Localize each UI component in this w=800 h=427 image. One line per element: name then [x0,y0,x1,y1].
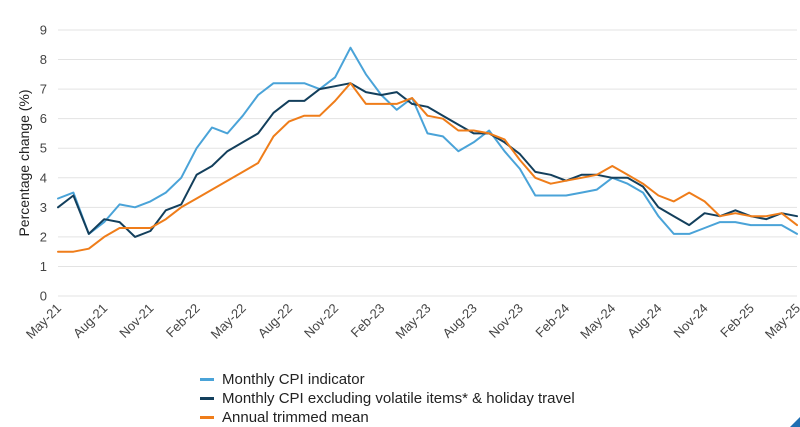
series-line-3 [57,82,798,253]
y-tick-label: 8 [40,52,47,67]
legend-label: Monthly CPI excluding volatile items* & … [222,390,575,407]
legend-label: Annual trimmed mean [222,409,369,426]
y-tick-label: 7 [40,82,47,97]
x-tick-label: Aug-22 [255,301,295,341]
gridlines [58,29,797,297]
corner-marker [790,417,800,427]
y-tick-label: 0 [40,289,47,304]
x-tick-label: Nov-24 [670,301,710,341]
x-tick-label: May-24 [577,301,618,342]
x-tick-label: Feb-22 [163,301,203,341]
x-tick-label: May-21 [23,301,64,342]
y-tick-label: 6 [40,111,47,126]
y-tick-label: 3 [40,200,47,215]
x-tick-label: Aug-24 [624,301,664,341]
x-tick-label: Nov-22 [301,301,341,341]
x-tick-label: Feb-24 [532,301,572,341]
x-axis-ticks: May-21 Aug-21 Nov-21 Feb-22 May-22 Aug-22 Nov-… [23,301,800,342]
legend-swatch [200,397,214,400]
series-line-1 [57,46,798,235]
legend-item-monthly-cpi: Monthly CPI indicator [200,370,575,389]
legend-item-cpi-excluding-volatile: Monthly CPI excluding volatile items* & … [200,389,575,408]
x-tick-label: Nov-23 [486,301,526,341]
series-line-2 [57,82,798,238]
x-tick-label: Aug-21 [70,301,110,341]
x-tick-label: Aug-23 [440,301,480,341]
y-tick-label: 9 [40,23,47,38]
y-tick-label: 1 [40,259,47,274]
legend-item-trimmed-mean: Annual trimmed mean [200,408,575,427]
legend-swatch [200,416,214,419]
y-tick-label: 5 [40,141,47,156]
y-axis-ticks: 0 1 2 3 4 5 6 7 8 9 [40,23,47,304]
legend: Monthly CPI indicator Monthly CPI exclud… [200,370,575,427]
series-lines [57,46,798,253]
legend-swatch [200,378,214,381]
y-tick-label: 4 [40,170,47,185]
x-tick-label: Nov-21 [116,301,156,341]
x-tick-label: May-25 [762,301,800,342]
y-axis-label: Percentage change (%) [16,89,32,236]
x-tick-label: Feb-23 [348,301,388,341]
x-tick-label: Feb-25 [717,301,757,341]
legend-label: Monthly CPI indicator [222,371,365,388]
y-tick-label: 2 [40,229,47,244]
x-tick-label: May-22 [208,301,249,342]
x-tick-label: May-23 [392,301,433,342]
